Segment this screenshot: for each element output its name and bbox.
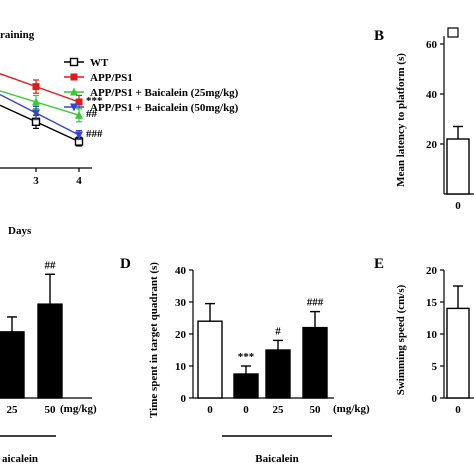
bar	[446, 307, 470, 399]
panel-e-bars: 0	[446, 285, 470, 416]
panel-e: E Swimming speed (cm/s) 0 5 10 15 20 0	[374, 256, 474, 416]
y-tick-label: 20	[426, 265, 438, 277]
panel-d: D Time spent in target quadrant (s) 0 10 2…	[120, 256, 370, 465]
panel-c-unit-label: (mg/kg)	[60, 403, 97, 415]
y-tick-label: 10	[426, 329, 438, 341]
y-tick-label: 60	[426, 39, 438, 51]
bar	[0, 331, 25, 399]
y-tick-label: 40	[426, 89, 438, 101]
significance-label: ###	[307, 297, 324, 309]
panel-a-legend-label: APP/PS1 + Baicalein (50mg/kg)	[90, 102, 239, 114]
panel-a-significance-label: ##	[86, 108, 98, 120]
bar	[265, 349, 291, 399]
panel-a-legend-label: APP/PS1 + Baicalein (25mg/kg)	[90, 87, 239, 99]
panel-a-legend-label: APP/PS1	[90, 72, 133, 84]
panel-d-y-ticks: 0 10 20 30 40	[175, 265, 193, 405]
panel-c-group-label: aicalein	[2, 453, 38, 465]
y-tick-label: 10	[175, 361, 187, 373]
x-tick-label: 50	[45, 404, 57, 416]
panel-c: 25 ## 50 (mg/kg) aicalein	[0, 259, 97, 465]
significance-label: ##	[45, 259, 57, 271]
panel-e-y-axis-label: Swimming speed (cm/s)	[395, 284, 407, 395]
panel-e-y-ticks: 0 5 10 15 20	[426, 265, 444, 405]
panel-d-unit-label: (mg/kg)	[333, 403, 370, 415]
bar	[302, 326, 328, 399]
panel-b-y-ticks: 20 40 60	[426, 39, 444, 151]
panel-a-legend-marker	[70, 73, 78, 81]
x-tick-label: 25	[7, 404, 19, 416]
panel-b: B Mean latency to platform (s) 20 40 60 0	[374, 27, 474, 212]
significance-label: ***	[238, 351, 255, 363]
panel-a-legend-marker	[70, 103, 78, 112]
panel-a-x-tick-label: 4	[76, 175, 82, 187]
panel-a-data-point	[32, 83, 40, 91]
bar	[197, 320, 223, 399]
panel-d-group-label: Baicalein	[255, 453, 298, 465]
x-tick-label: 0	[243, 404, 249, 416]
x-tick-label: 0	[207, 404, 213, 416]
panel-a-data-point	[32, 109, 40, 118]
x-tick-label: 0	[455, 404, 461, 416]
panel-d-y-axis-label: Time spent in target quadrant (s)	[148, 262, 160, 418]
panel-a-series: ***#####	[0, 73, 103, 147]
bar	[37, 303, 63, 399]
panel-a-data-point	[75, 131, 83, 140]
panel-c-bars: 25 ## 50	[0, 259, 63, 416]
x-tick-label: 0	[455, 200, 461, 212]
panel-a-series-line	[0, 90, 80, 116]
panel-a: raining 3 4 Days ***##### WTAPP/PS1APP/P…	[0, 29, 239, 237]
panel-a-significance-label: ###	[86, 128, 103, 140]
y-tick-label: 30	[175, 297, 187, 309]
y-tick-label: 20	[426, 139, 438, 151]
y-tick-label: 20	[175, 329, 187, 341]
bar	[233, 373, 259, 399]
y-tick-label: 5	[432, 361, 438, 373]
panel-e-label: E	[374, 256, 384, 272]
panel-a-legend-marker	[70, 87, 78, 96]
panel-a-data-point	[32, 97, 40, 106]
panel-b-y-axis-label: Mean latency to platform (s)	[395, 53, 407, 187]
panel-a-data-point	[75, 98, 83, 106]
y-tick-label: 40	[175, 265, 187, 277]
panel-a-legend: WT APP/PS1 APP/PS1 + Baicalein (25mg/kg) AP…	[64, 57, 239, 114]
bar	[446, 138, 470, 195]
y-tick-label: 0	[432, 393, 438, 405]
panel-b-bars: 0	[446, 125, 470, 212]
panel-a-series-line	[0, 93, 80, 136]
panel-a-x-tick-label: 3	[33, 175, 39, 187]
x-tick-label: 50	[310, 404, 322, 416]
panel-d-bars: 0 *** 0 #25 ### 50	[197, 297, 328, 416]
panel-a-legend-marker	[69, 57, 79, 67]
panel-a-title: raining	[0, 29, 35, 41]
x-tick-label: 25	[273, 404, 285, 416]
panel-a-x-axis-label: Days	[8, 225, 32, 237]
panel-d-label: D	[120, 256, 131, 272]
panel-a-legend-label: WT	[90, 57, 109, 69]
significance-label: #	[275, 325, 281, 337]
panel-b-label: B	[374, 28, 384, 44]
y-tick-label: 15	[426, 297, 438, 309]
panel-a-data-point	[75, 110, 83, 119]
y-tick-label: 0	[181, 393, 187, 405]
panel-a-significance-label: ***	[86, 95, 103, 107]
panel-b-legend-swatch	[447, 27, 459, 38]
